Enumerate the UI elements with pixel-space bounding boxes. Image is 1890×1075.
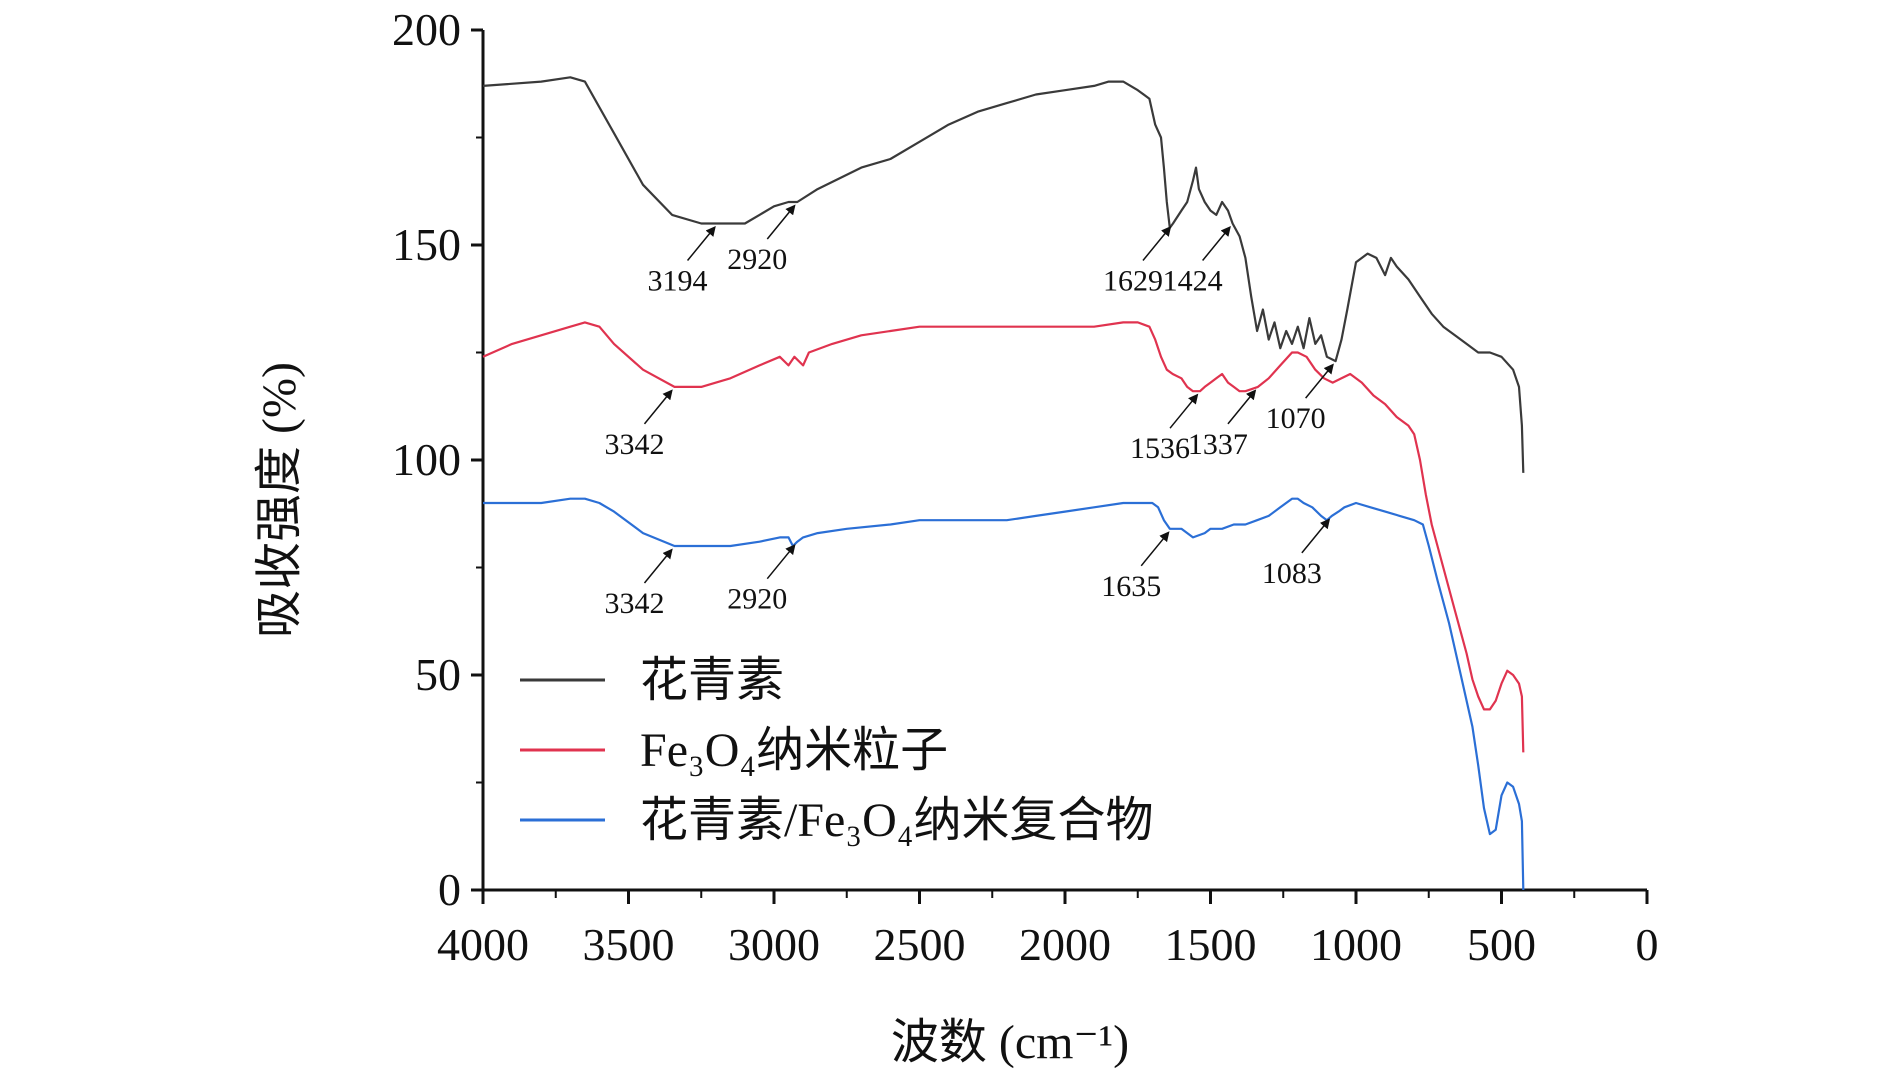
- annotation-label: 1536: [1130, 432, 1190, 465]
- y-axis-title: 吸收强度 (%): [253, 362, 306, 638]
- annotation-label: 3194: [648, 265, 708, 298]
- annotation-label: 2920: [727, 243, 787, 276]
- legend-label-1: Fe₃O₄纳米粒子: [640, 724, 948, 777]
- x-tick-label: 500: [1467, 919, 1536, 970]
- annotation-arrow: [643, 389, 673, 425]
- x-tick-label: 1500: [1165, 919, 1257, 970]
- x-ticks: 4000 3500 3000 2500 2000 1500 1000 500 0: [437, 890, 1659, 970]
- x-tick-label: 2000: [1019, 919, 1111, 970]
- y-tick-label: 100: [392, 434, 461, 485]
- annotation-label: 1635: [1101, 570, 1161, 603]
- x-tick-label: 2500: [874, 919, 966, 970]
- annotation-label: 1070: [1266, 402, 1326, 435]
- plot-area: 0 50 100 150 200 4000 3500 3000 2500 2000 1500 100…: [392, 4, 1659, 970]
- annotation-arrow: [686, 225, 716, 261]
- annotation-label: 3342: [604, 428, 664, 461]
- x-tick-label: 3500: [583, 919, 675, 970]
- x-tick-label: 1000: [1310, 919, 1402, 970]
- y-tick-label: 50: [415, 649, 461, 700]
- annotation-label: 1424: [1163, 265, 1223, 298]
- series-line-2: [483, 497, 1525, 891]
- annotation-label: 1629: [1103, 265, 1163, 298]
- annotation-arrow: [1169, 393, 1199, 429]
- x-axis-title: 波数 (cm⁻¹): [891, 1016, 1129, 1069]
- annotation-arrow: [1202, 225, 1231, 261]
- legend-label-2: 花青素/Fe₃O₄纳米复合物: [640, 794, 1153, 847]
- x-tick-label: 4000: [437, 919, 529, 970]
- annotation-arrow: [1142, 225, 1172, 261]
- series-lines: [482, 76, 1525, 891]
- annotation-arrow: [643, 548, 673, 584]
- annotation-arrow: [1140, 531, 1170, 567]
- annotation-arrow: [1227, 389, 1257, 425]
- series-line-0: [482, 76, 1525, 473]
- annotation-label: 3342: [604, 587, 664, 620]
- series-line-1: [482, 321, 1525, 753]
- annotation-arrow: [766, 204, 796, 240]
- x-tick-label: 0: [1636, 919, 1659, 970]
- y-ticks: 0 50 100 150 200: [392, 4, 483, 915]
- annotation-arrow: [766, 544, 796, 580]
- y-tick-label: 200: [392, 4, 461, 55]
- y-tick-label: 150: [392, 219, 461, 270]
- annotation-label: 1083: [1262, 557, 1322, 590]
- annotation-label: 2920: [727, 583, 787, 616]
- legend-label-0: 花青素: [640, 654, 784, 707]
- annotation-arrow: [1301, 518, 1331, 554]
- x-tick-label: 3000: [728, 919, 820, 970]
- y-tick-label: 0: [438, 864, 461, 915]
- annotation-label: 1337: [1188, 428, 1248, 461]
- annotation-arrow: [1305, 363, 1334, 399]
